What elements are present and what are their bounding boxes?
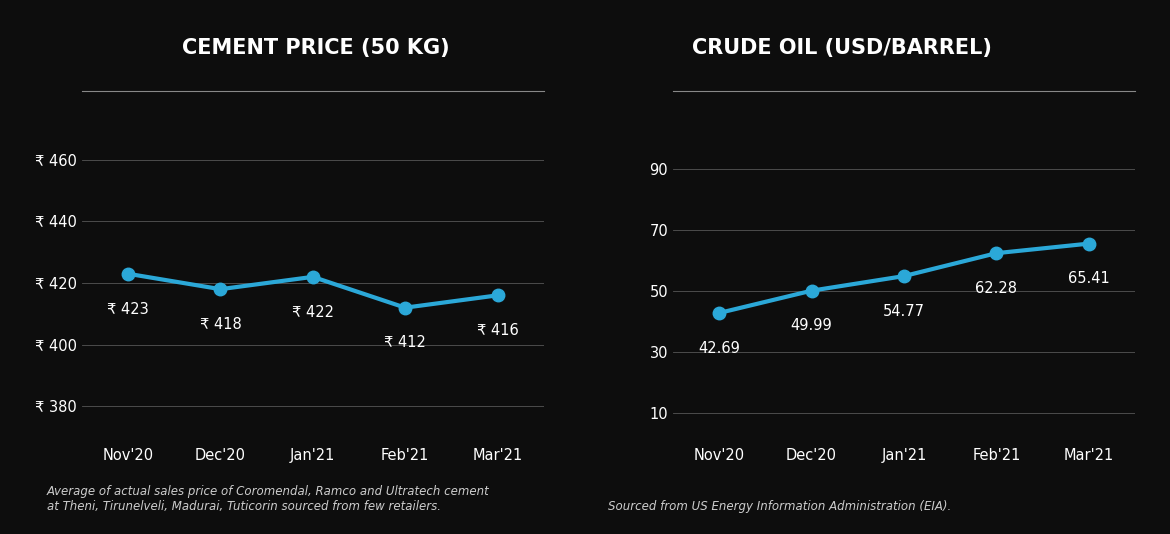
Text: 62.28: 62.28 <box>976 281 1018 296</box>
Text: 49.99: 49.99 <box>791 318 833 333</box>
Text: Sourced from US Energy Information Administration (EIA).: Sourced from US Energy Information Admin… <box>608 500 951 513</box>
Text: CEMENT PRICE (50 KG): CEMENT PRICE (50 KG) <box>183 38 449 58</box>
Text: ₹ 423: ₹ 423 <box>108 302 149 317</box>
Text: 54.77: 54.77 <box>883 304 925 319</box>
Text: ₹ 418: ₹ 418 <box>200 317 241 332</box>
Text: CRUDE OIL (USD/BARREL): CRUDE OIL (USD/BARREL) <box>693 38 992 58</box>
Text: ₹ 412: ₹ 412 <box>384 335 426 350</box>
Text: 42.69: 42.69 <box>698 341 741 356</box>
Text: ₹ 416: ₹ 416 <box>476 323 518 338</box>
Text: ₹ 422: ₹ 422 <box>291 304 333 320</box>
Text: 65.41: 65.41 <box>1068 271 1109 286</box>
Text: Average of actual sales price of Coromendal, Ramco and Ultratech cement
at Theni: Average of actual sales price of Coromen… <box>47 485 489 513</box>
